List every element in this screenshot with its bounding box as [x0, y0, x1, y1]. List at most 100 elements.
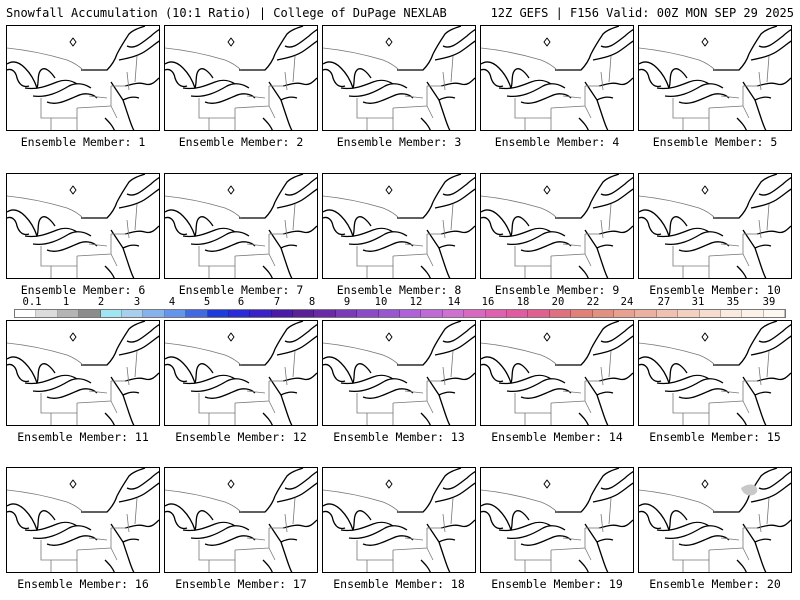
colorbar-swatch: [57, 310, 80, 317]
ensemble-member-label: Ensemble Member: 7: [178, 283, 304, 297]
ensemble-member-map: [164, 320, 318, 426]
ensemble-member-label: Ensemble Member: 17: [175, 577, 307, 591]
colorbar-swatch: [79, 310, 101, 317]
colorbar-tick-label: 24: [620, 296, 634, 308]
colorbar-tick-label: 7: [273, 296, 281, 308]
colorbar-swatch: [549, 310, 572, 317]
colorbar-swatch: [592, 310, 614, 317]
ensemble-member-label: Ensemble Member: 20: [649, 577, 781, 591]
colorbar-tick-label: 18: [516, 296, 530, 308]
colorbar-swatch: [186, 310, 208, 317]
colorbar-swatch: [528, 310, 550, 317]
ensemble-member-label: Ensemble Member: 12: [175, 430, 307, 444]
ensemble-member-map: [638, 173, 792, 279]
ensemble-member-map: [480, 25, 634, 131]
colorbar-tick-label: 10: [374, 296, 388, 308]
colorbar-tick-label: 1: [62, 296, 70, 308]
colorbar-swatch: [506, 310, 529, 317]
colorbar-swatch: [164, 310, 187, 317]
ensemble-member-label: Ensemble Member: 4: [494, 135, 620, 149]
ensemble-member-map: [322, 467, 476, 573]
colorbar-tick-label: 2: [97, 296, 105, 308]
ensemble-member-map: [164, 467, 318, 573]
colorbar-tick-label: 6: [237, 296, 245, 308]
colorbar-swatch: [100, 310, 122, 317]
colorbar-tick-label: 31: [691, 296, 705, 308]
colorbar-swatch: [143, 310, 165, 317]
colorbar-swatch: [228, 310, 251, 317]
colorbar-swatch: [763, 310, 786, 317]
ensemble-member-map: [480, 173, 634, 279]
colorbar-tick-label: 8: [308, 296, 316, 308]
colorbar-tick-label: 27: [657, 296, 671, 308]
ensemble-member-label: Ensemble Member: 3: [336, 135, 462, 149]
colorbar-swatch: [335, 310, 358, 317]
colorbar-swatch: [271, 310, 294, 317]
colorbar-tick-label: 14: [447, 296, 461, 308]
ensemble-member-label: Ensemble Member: 19: [491, 577, 623, 591]
colorbar-swatch: [678, 310, 700, 317]
ensemble-member-label: Ensemble Member: 16: [17, 577, 149, 591]
ensemble-member-map: [638, 25, 792, 131]
snowfall-colorbar: [14, 309, 786, 318]
ensemble-member-label: Ensemble Member: 1: [20, 135, 146, 149]
ensemble-member-map: [6, 173, 160, 279]
colorbar-tick-label: 5: [203, 296, 211, 308]
header-title: Snowfall Accumulation (10:1 Ratio) | Col…: [6, 6, 447, 20]
ensemble-member-map: [322, 25, 476, 131]
colorbar-swatch: [121, 310, 144, 317]
colorbar-tick-label: 0.1: [22, 296, 42, 308]
colorbar-swatch: [571, 310, 593, 317]
colorbar-swatch: [378, 310, 401, 317]
colorbar-swatch: [314, 310, 336, 317]
ensemble-member-label: Ensemble Member: 14: [491, 430, 623, 444]
colorbar-swatch: [293, 310, 315, 317]
ensemble-member-map: [6, 320, 160, 426]
ensemble-member-map: [322, 320, 476, 426]
colorbar-swatch: [464, 310, 486, 317]
ensemble-member-map: [6, 467, 160, 573]
colorbar-swatch: [485, 310, 507, 317]
ensemble-member-map: [638, 320, 792, 426]
colorbar-tick-label: 9: [343, 296, 351, 308]
colorbar-tick-label: 16: [481, 296, 495, 308]
colorbar-tick-label: 39: [762, 296, 776, 308]
ensemble-member-label: Ensemble Member: 6: [20, 283, 146, 297]
colorbar-tick-label: 35: [726, 296, 740, 308]
colorbar-tick-label: 22: [586, 296, 600, 308]
ensemble-member-label: Ensemble Member: 9: [494, 283, 620, 297]
colorbar-swatch: [421, 310, 443, 317]
ensemble-member-label: Ensemble Member: 2: [178, 135, 304, 149]
ensemble-member-label: Ensemble Member: 8: [336, 283, 462, 297]
colorbar-swatch: [357, 310, 379, 317]
colorbar-tick-label: 12: [409, 296, 423, 308]
colorbar-swatch: [699, 310, 721, 317]
ensemble-member-label: Ensemble Member: 15: [649, 430, 781, 444]
colorbar-swatch: [635, 310, 657, 317]
colorbar-tick-label: 4: [168, 296, 176, 308]
ensemble-member-label: Ensemble Member: 10: [649, 283, 781, 297]
ensemble-member-map: [480, 320, 634, 426]
colorbar-swatch: [720, 310, 743, 317]
colorbar-swatch: [742, 310, 764, 317]
ensemble-member-label: Ensemble Member: 5: [652, 135, 778, 149]
colorbar-tick-label: 3: [133, 296, 141, 308]
ensemble-member-map: [638, 467, 792, 573]
ensemble-member-map: [322, 173, 476, 279]
ensemble-member-map: [164, 25, 318, 131]
ensemble-member-map: [164, 173, 318, 279]
colorbar-swatch: [36, 310, 58, 317]
colorbar-swatch: [656, 310, 679, 317]
colorbar-swatch: [250, 310, 272, 317]
ensemble-member-label: Ensemble Member: 18: [333, 577, 465, 591]
ensemble-member-map: [480, 467, 634, 573]
map-header: Snowfall Accumulation (10:1 Ratio) | Col…: [0, 0, 800, 22]
colorbar-swatch: [207, 310, 229, 317]
ensemble-member-label: Ensemble Member: 11: [17, 430, 149, 444]
ensemble-member-map: [6, 25, 160, 131]
ensemble-member-label: Ensemble Member: 13: [333, 430, 465, 444]
colorbar-swatch: [400, 310, 422, 317]
colorbar-swatch: [613, 310, 636, 317]
colorbar-swatch: [442, 310, 465, 317]
colorbar-tick-label: 20: [551, 296, 565, 308]
